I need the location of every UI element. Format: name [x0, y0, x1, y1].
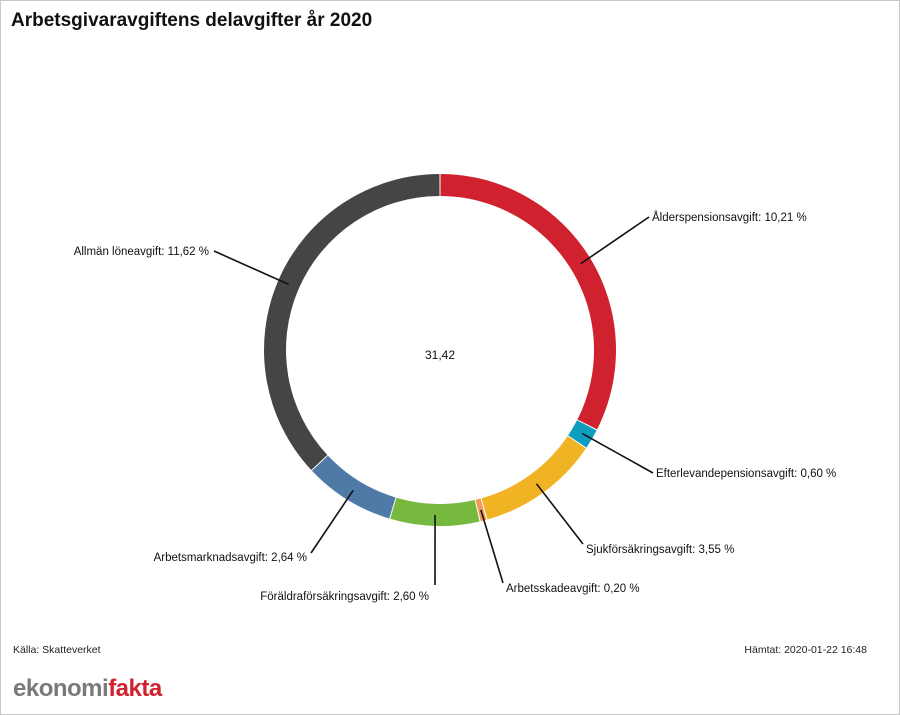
source-note: Källa: Skatteverket [13, 644, 101, 656]
leader-line-arbetsmarknadsavgift [310, 489, 354, 554]
leader-line-efterlevandepensionsavgift [581, 432, 654, 474]
leader-line-alderspensionsavgift [580, 216, 650, 265]
logo-text-part2: fakta [108, 675, 162, 702]
donut-slice-sjukforsakringsavgift[interactable] [481, 436, 586, 520]
data-label-foraldraforsakringsavgift: Föräldraförsäkringsavgift: 2,60 % [260, 591, 429, 603]
donut-center-total: 31,42 [425, 348, 455, 362]
data-label-efterlevandepensionsavgift: Efterlevandepensionsavgift: 0,60 % [656, 468, 836, 480]
data-label-allman-loneavgift: Allmän löneavgift: 11,62 % [74, 246, 209, 258]
leader-line-allman-loneavgift [213, 250, 289, 286]
retrieved-timestamp: Hämtat: 2020-01-22 16:48 [744, 644, 867, 656]
donut-slice-arbetsmarknadsavgift[interactable] [311, 455, 396, 519]
ekonomifakta-logo: ekonomifakta [13, 675, 162, 705]
data-label-alderspensionsavgift: Ålderspensionsavgift: 10,21 % [652, 211, 807, 224]
chart-title: Arbetsgivaravgiftens delavgifter år 2020 [11, 10, 373, 31]
data-label-sjukforsakringsavgift: Sjukförsäkringsavgift: 3,55 % [586, 544, 734, 556]
logo-text-part1: ekonomi [13, 675, 109, 702]
donut-slice-alderspensionsavgift[interactable] [440, 174, 616, 430]
donut-slice-allman-loneavgift[interactable] [264, 174, 440, 470]
data-label-arbetsskadeavgift: Arbetsskadeavgift: 0,20 % [506, 583, 640, 595]
data-label-arbetsmarknadsavgift: Arbetsmarknadsavgift: 2,64 % [154, 552, 307, 564]
leader-line-sjukforsakringsavgift [535, 483, 584, 545]
donut-slice-foraldraforsakringsavgift[interactable] [390, 497, 480, 527]
leader-line-arbetsskadeavgift [480, 509, 504, 584]
